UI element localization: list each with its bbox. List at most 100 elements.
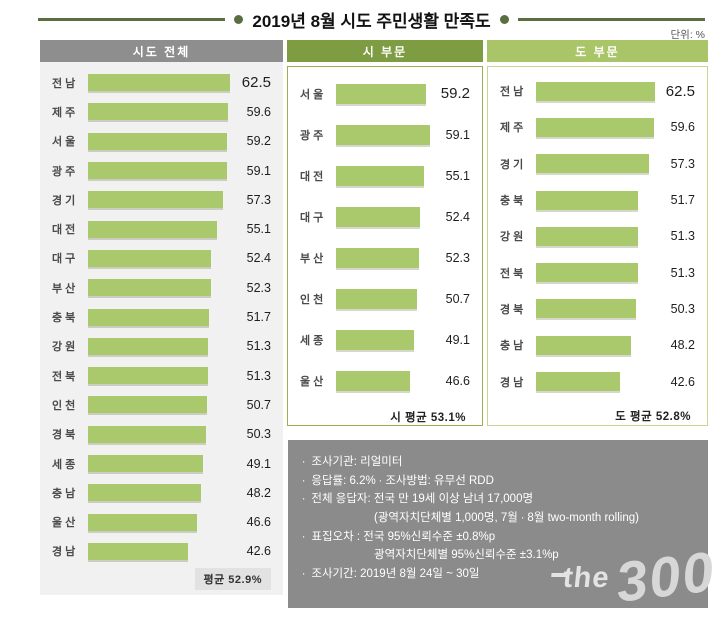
- bar: [88, 425, 207, 443]
- bar-track: [88, 337, 241, 355]
- the300-watermark-logo: the 300: [551, 539, 717, 614]
- bar: [88, 279, 211, 297]
- bar: [536, 335, 632, 355]
- bar-track: [88, 249, 241, 267]
- chart-panels: 시도 전체 전남 62.5 제주 59.6 서울 59.2 광주 59.1 경기: [40, 40, 708, 595]
- bar-list: 전남 62.5 제주 59.6 서울 59.2 광주 59.1 경기 57.3: [52, 68, 271, 566]
- bullet-icon: ∙: [302, 530, 306, 543]
- bar: [336, 288, 417, 309]
- bullet-icon: ∙: [302, 567, 306, 580]
- bar: [336, 206, 420, 227]
- bar-value: 55.1: [445, 168, 470, 183]
- panel-province-sector: 도 부문 전남 62.5 제주 59.6 경기 57.3 충북 51.7 강원: [487, 40, 708, 595]
- bar-value: 59.2: [440, 85, 470, 102]
- footnote-line: ∙ 표집오차 : 전국 95%신뢰수준 ±0.8%p: [302, 530, 496, 543]
- bar-label: 부산: [52, 282, 79, 295]
- bar: [536, 81, 656, 101]
- chart-row: 경기 57.3: [52, 185, 271, 214]
- bar-label: 경북: [500, 303, 527, 316]
- bar: [336, 124, 431, 145]
- chart-row: 대전 55.1: [300, 155, 470, 196]
- bar-value: 51.3: [670, 265, 695, 280]
- bar: [88, 220, 218, 238]
- bar-label: 부산: [300, 252, 327, 265]
- bar-track: [88, 367, 241, 385]
- chart-row: 경남 42.6: [500, 363, 695, 399]
- panel-header: 시 부문: [287, 40, 483, 62]
- chart-row: 세종 49.1: [300, 319, 470, 360]
- chart-row: 서울 59.2: [52, 127, 271, 156]
- bar-label: 세종: [52, 458, 79, 471]
- chart-row: 전남 62.5: [500, 73, 695, 109]
- bar-value: 50.7: [445, 291, 470, 306]
- bar-value: 46.6: [246, 515, 271, 530]
- footnote-line: ∙ 조사기관: 리얼미터: [302, 456, 403, 468]
- bar-label: 인천: [300, 293, 327, 306]
- bar-value: 59.1: [445, 127, 470, 142]
- bar-label: 서울: [52, 136, 79, 149]
- bar: [536, 190, 639, 210]
- bar-value: 59.1: [246, 163, 271, 178]
- bar-label: 강원: [52, 341, 79, 354]
- bar-value: 52.4: [445, 209, 470, 224]
- bar-value: 51.7: [246, 310, 271, 325]
- chart-row: 강원 51.3: [500, 218, 695, 254]
- bar-track: [88, 513, 241, 531]
- bar-value: 51.3: [246, 339, 271, 354]
- bar-track: [88, 191, 241, 209]
- bar: [88, 484, 202, 502]
- bar-label: 충남: [52, 487, 79, 500]
- bar-label: 광주: [300, 129, 327, 142]
- chart-row: 충북 51.7: [500, 182, 695, 218]
- bar-label: 전남: [52, 77, 79, 90]
- bar-track: [88, 455, 241, 472]
- bar-label: 세종: [300, 334, 327, 347]
- bar-value: 51.3: [246, 368, 271, 383]
- bar-track: [536, 299, 665, 319]
- bar-value: 49.1: [246, 456, 271, 471]
- bar-value: 57.3: [670, 156, 695, 171]
- bar-label: 제주: [500, 122, 527, 135]
- bar: [88, 191, 223, 209]
- bar-track: [88, 279, 241, 297]
- chart-row: 전북 51.3: [52, 361, 271, 390]
- bar-label: 대전: [300, 170, 327, 183]
- chart-row: 울산 46.6: [300, 360, 470, 401]
- bullet-icon: ∙: [302, 456, 306, 468]
- chart-row: 부산 52.3: [300, 237, 470, 278]
- bar: [88, 74, 231, 92]
- title-decoration-dot-left: [234, 14, 244, 24]
- bar-track: [88, 396, 241, 414]
- bar: [88, 367, 209, 385]
- bar-label: 대구: [52, 253, 79, 266]
- chart-row: 제주 59.6: [52, 97, 271, 126]
- footnote-line: (광역자치단체별 1,000명, 7월 ∙ 8월 two-month rolli…: [374, 511, 639, 524]
- bar: [88, 103, 228, 121]
- unit-label: 단위: %: [670, 29, 706, 41]
- panel-city-sector: 시 부문 서울 59.2 광주 59.1 대전 55.1 대구 52.4 부산: [287, 40, 483, 595]
- chart-row: 대전 55.1: [52, 214, 271, 243]
- bar: [88, 513, 198, 531]
- bar-track: [536, 372, 665, 392]
- bar-track: [336, 329, 440, 350]
- bar-value: 62.5: [665, 82, 695, 100]
- bar: [536, 299, 636, 319]
- chart-row: 충북 51.7: [52, 302, 271, 331]
- bar: [336, 329, 415, 350]
- bar: [336, 247, 420, 268]
- bar-value: 50.7: [246, 397, 271, 412]
- bullet-icon: ∙: [302, 493, 306, 506]
- bar: [536, 263, 638, 283]
- chart-row: 경북 50.3: [500, 291, 695, 327]
- bar: [336, 370, 411, 391]
- bar-label: 대전: [52, 224, 79, 237]
- bar-label: 제주: [52, 106, 79, 119]
- panel-body: 서울 59.2 광주 59.1 대전 55.1 대구 52.4 부산 52.3: [287, 66, 483, 426]
- bar-label: 전남: [500, 86, 527, 99]
- bar-value: 52.3: [445, 250, 470, 265]
- bar-track: [536, 335, 665, 355]
- bar-track: [536, 263, 665, 283]
- bar-track: [88, 132, 241, 150]
- bar-label: 서울: [300, 88, 327, 101]
